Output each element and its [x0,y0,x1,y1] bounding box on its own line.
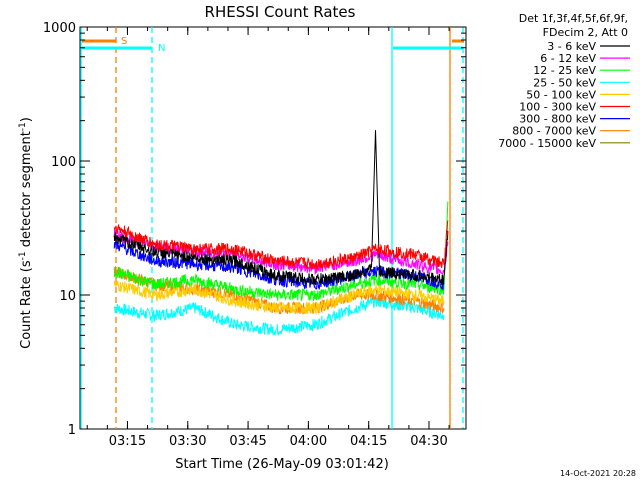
legend-header-line-1: Det 1f,3f,4f,5f,6f,9f, [519,12,628,25]
y-label-main: Count Rate (s [19,260,34,349]
event-markers: SN [80,27,464,429]
chart-title: RHESSI Count Rates [205,3,356,21]
x-tick-label: 03:45 [229,434,266,449]
s-marker-label: S [121,36,127,47]
timestamp: 14-Oct-2021 20:28 [560,469,636,478]
y-axis-ticks: 1 10 100 1000 [43,21,466,438]
legend-header-line-2: FDecim 2, Att 0 [543,26,628,39]
legend-label: 50 - 100 keV [526,88,596,101]
x-tick-label: 04:00 [290,434,327,449]
n-marker-label: N [158,43,165,54]
y-tick-label: 1 [68,423,76,438]
legend-label: 7000 - 15000 keV [498,137,596,150]
y-tick-label: 10 [59,289,76,304]
legend-label: 25 - 50 keV [533,76,596,89]
plot-frame [79,26,467,430]
series-layer [113,130,449,337]
legend-label: 12 - 25 keV [533,64,596,77]
y-axis-label: Count Rate (s-1 detector segment-1) [18,117,34,349]
legend-label: 300 - 800 keV [519,113,596,126]
series-line-5 [113,220,449,270]
y-tick-label: 1000 [43,21,76,36]
x-axis-label: Start Time (26-May-09 03:01:42) [175,457,389,472]
legend: Det 1f,3f,4f,5f,6f,9f, FDecim 2, Att 0 3… [498,12,630,150]
y-label-end: ) [19,117,34,122]
legend-label: 3 - 6 keV [547,40,596,53]
x-tick-label: 03:30 [169,434,206,449]
y-label-sup1: -1 [18,251,28,260]
y-label-sup2: -1 [18,122,28,131]
series-line-4 [113,280,445,316]
x-axis-ticks: 03:15 03:30 03:45 04:00 04:15 04:30 [86,27,450,449]
x-tick-label: 04:15 [350,434,387,449]
x-tick-label: 03:15 [109,434,146,449]
y-tick-label: 100 [51,155,76,170]
x-tick-label: 04:30 [410,434,447,449]
legend-label: 800 - 7000 keV [512,125,596,138]
series-line-3 [113,294,445,337]
legend-label: 6 - 12 keV [540,52,596,65]
series-line-0 [113,130,449,286]
legend-label: 100 - 300 keV [519,101,596,114]
y-label-mid: detector segment [19,131,34,251]
